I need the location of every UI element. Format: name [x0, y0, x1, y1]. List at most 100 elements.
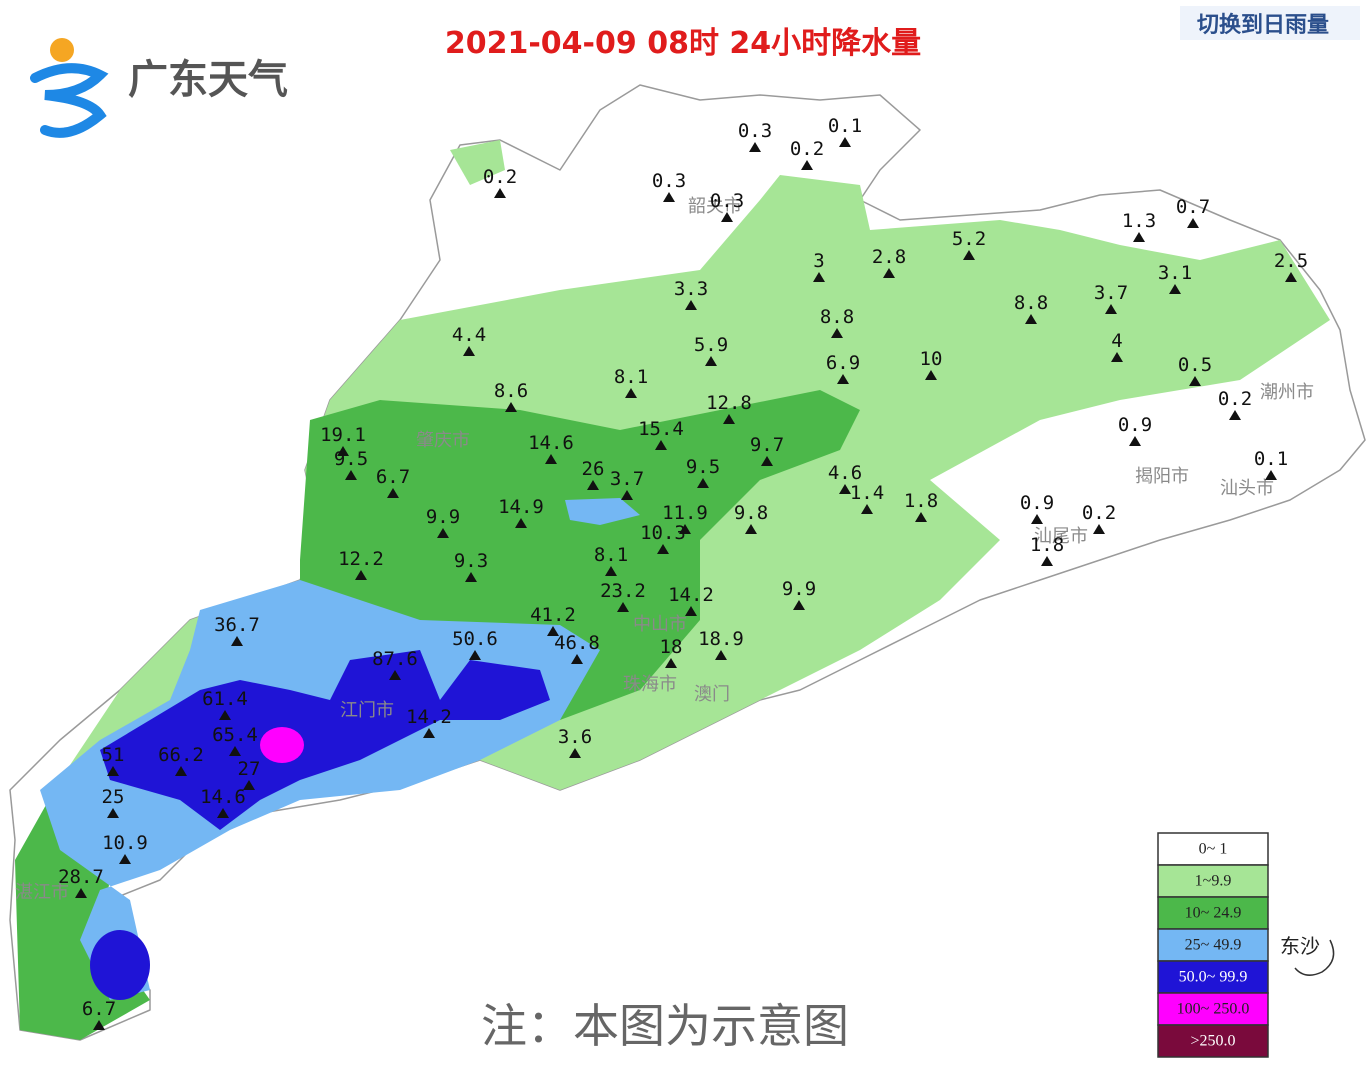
- station-marker: [505, 402, 517, 412]
- station-marker: [387, 488, 399, 498]
- switch-button-bg[interactable]: [1180, 6, 1360, 40]
- station-marker: [605, 566, 617, 576]
- legend-label: 100~ 250.0: [1177, 1001, 1250, 1018]
- station-marker: [571, 654, 583, 664]
- station-value: 4.4: [452, 324, 486, 346]
- station-value: 6.9: [826, 352, 860, 374]
- station-value: 0.2: [1082, 502, 1116, 524]
- city-label: 湛江市: [15, 882, 69, 903]
- station-marker: [229, 746, 241, 756]
- rain-1-9-north: [450, 140, 505, 185]
- logo: 广东天气: [30, 38, 288, 138]
- station-marker: [831, 328, 843, 338]
- station-marker: [715, 650, 727, 660]
- station-marker: [749, 142, 761, 152]
- station-marker: [617, 602, 629, 612]
- station-value: 12.8: [706, 392, 752, 414]
- station-value: 0.5: [1178, 354, 1212, 376]
- city-label: 中山市: [633, 614, 687, 635]
- station-value: 19.1: [320, 424, 366, 446]
- station-marker: [569, 748, 581, 758]
- note: 注：本图为示意图: [481, 999, 849, 1053]
- station-marker: [861, 504, 873, 514]
- station-value: 26: [582, 458, 605, 480]
- switch-link[interactable]: 切换到日雨量: [1197, 12, 1329, 38]
- station-marker: [1265, 470, 1277, 480]
- station-value: 14.6: [528, 432, 574, 454]
- station-value: 46.8: [554, 632, 600, 654]
- station-value: 6.7: [376, 466, 410, 488]
- station-value: 10.3: [640, 522, 686, 544]
- station-marker: [697, 478, 709, 488]
- station-marker: [465, 572, 477, 582]
- station-marker: [469, 650, 481, 660]
- station-value: 0.2: [483, 166, 517, 188]
- station-value: 2.8: [872, 246, 906, 268]
- pearl-river-water: [565, 498, 640, 525]
- legend-swatch: [1157, 1024, 1269, 1058]
- rain-100-250: [260, 727, 304, 763]
- station-marker: [837, 374, 849, 384]
- station-marker: [587, 480, 599, 490]
- station-value: 51: [102, 744, 125, 766]
- station-value: 36.7: [214, 614, 260, 636]
- station-marker: [1187, 218, 1199, 228]
- station-value: 18.9: [698, 628, 744, 650]
- station-value: 0.1: [828, 115, 862, 137]
- station-value: 8.8: [820, 306, 854, 328]
- station-marker: [679, 524, 691, 534]
- station-marker: [915, 512, 927, 522]
- station-marker: [721, 212, 733, 222]
- logo-wave: [30, 63, 109, 138]
- station-value: 1.8: [1030, 534, 1064, 556]
- logo-sun: [50, 38, 74, 62]
- station-marker: [389, 670, 401, 680]
- station-value: 10: [920, 348, 943, 370]
- legend-swatch: [1157, 864, 1269, 898]
- station-value: 15.4: [638, 418, 684, 440]
- station-marker: [1129, 436, 1141, 446]
- station-value: 0.1: [1254, 448, 1288, 470]
- station-marker: [1041, 556, 1053, 566]
- station-value: 0.7: [1176, 196, 1210, 218]
- station-value: 9.9: [426, 506, 460, 528]
- station-marker: [723, 414, 735, 424]
- station-value: 28.7: [58, 866, 104, 888]
- legend-swatch: [1157, 928, 1269, 962]
- legend-label: 50.0~ 99.9: [1179, 969, 1248, 986]
- station-marker: [1285, 272, 1297, 282]
- station-value: 14.2: [406, 706, 452, 728]
- city-label: 潮州市: [1260, 382, 1314, 403]
- station-marker: [219, 710, 231, 720]
- station-marker: [813, 272, 825, 282]
- legend-label: 1~9.9: [1195, 873, 1232, 890]
- station-value: 0.2: [1218, 388, 1252, 410]
- station-value: 25: [102, 786, 125, 808]
- station-value: 10.9: [102, 832, 148, 854]
- station-value: 12.2: [338, 548, 384, 570]
- station-marker: [1169, 284, 1181, 294]
- station-value: 9.8: [734, 502, 768, 524]
- station-marker: [655, 440, 667, 450]
- city-label: 汕头市: [1220, 478, 1274, 499]
- station-marker: [1189, 376, 1201, 386]
- station-marker: [685, 300, 697, 310]
- station-marker: [1031, 514, 1043, 524]
- station-value: 0.3: [710, 190, 744, 212]
- station-marker: [883, 268, 895, 278]
- station-value: 3.1: [1158, 262, 1192, 284]
- legend-label: 25~ 49.9: [1185, 937, 1242, 954]
- station-value: 5.2: [952, 228, 986, 250]
- station-marker: [793, 600, 805, 610]
- station-marker: [75, 888, 87, 898]
- station-value: 6.7: [82, 998, 116, 1020]
- station-value: 50.6: [452, 628, 498, 650]
- station-marker: [839, 137, 851, 147]
- station-marker: [231, 636, 243, 646]
- station-marker: [337, 446, 349, 456]
- logo-text: 广东天气: [128, 57, 288, 103]
- station-marker: [761, 456, 773, 466]
